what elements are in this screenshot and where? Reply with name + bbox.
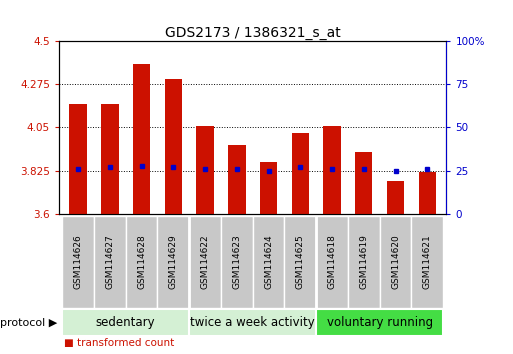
Bar	[284, 216, 316, 308]
Text: GSM114619: GSM114619	[359, 234, 368, 290]
Text: GSM114623: GSM114623	[232, 235, 241, 289]
Text: GSM114618: GSM114618	[327, 234, 337, 290]
Text: GSM114621: GSM114621	[423, 235, 432, 289]
Text: GSM114626: GSM114626	[73, 235, 83, 289]
Bar	[157, 216, 189, 308]
Bar	[62, 309, 189, 336]
Text: GSM114628: GSM114628	[137, 235, 146, 289]
Bar	[196, 126, 214, 214]
Bar	[411, 216, 443, 308]
Bar	[316, 309, 443, 336]
Bar	[69, 104, 87, 214]
Title: GDS2173 / 1386321_s_at: GDS2173 / 1386321_s_at	[165, 26, 341, 40]
Text: twice a week activity: twice a week activity	[190, 316, 315, 329]
Bar	[126, 216, 157, 308]
Text: GSM114629: GSM114629	[169, 235, 178, 289]
Bar	[316, 216, 348, 308]
Bar	[291, 133, 309, 214]
Bar	[165, 79, 182, 214]
Text: GSM114625: GSM114625	[296, 235, 305, 289]
Bar	[221, 216, 253, 308]
Bar	[189, 216, 221, 308]
Bar	[133, 64, 150, 214]
Text: voluntary running: voluntary running	[327, 316, 432, 329]
Bar	[253, 216, 284, 308]
Text: sedentary: sedentary	[96, 316, 155, 329]
Bar	[419, 172, 436, 214]
Bar	[387, 181, 404, 214]
Text: GSM114627: GSM114627	[105, 235, 114, 289]
Bar	[101, 104, 119, 214]
Text: GSM114622: GSM114622	[201, 235, 209, 289]
Bar	[260, 162, 277, 214]
Text: ■ transformed count: ■ transformed count	[64, 338, 174, 348]
Bar	[323, 126, 341, 214]
Bar	[189, 309, 316, 336]
Text: GSM114620: GSM114620	[391, 235, 400, 289]
Bar	[228, 145, 246, 214]
Bar	[94, 216, 126, 308]
Bar	[348, 216, 380, 308]
Bar	[62, 216, 94, 308]
Text: protocol ▶: protocol ▶	[0, 318, 57, 328]
Bar	[355, 153, 372, 214]
Text: GSM114624: GSM114624	[264, 235, 273, 289]
Bar	[380, 216, 411, 308]
